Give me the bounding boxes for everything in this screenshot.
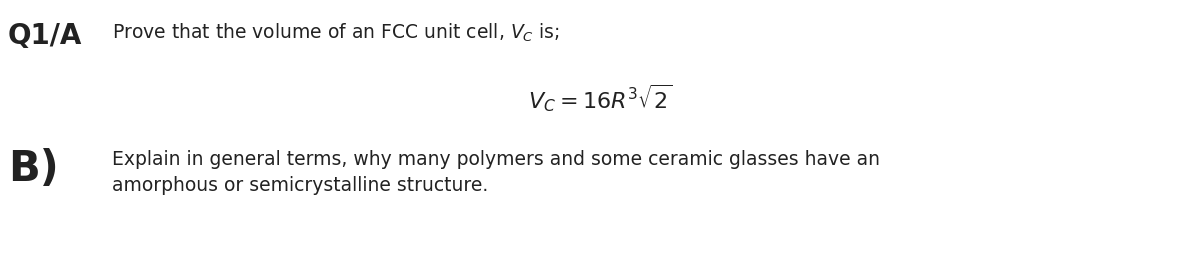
Text: $V_C = 16R^3\sqrt{2}$: $V_C = 16R^3\sqrt{2}$ — [528, 82, 672, 114]
Text: Q1/A: Q1/A — [8, 22, 83, 50]
Text: Explain in general terms, why many polymers and some ceramic glasses have an: Explain in general terms, why many polym… — [112, 150, 880, 169]
Text: B): B) — [8, 148, 59, 190]
Text: amorphous or semicrystalline structure.: amorphous or semicrystalline structure. — [112, 176, 488, 195]
Text: Prove that the volume of an FCC unit cell, $V_C$ is;: Prove that the volume of an FCC unit cel… — [112, 22, 559, 44]
